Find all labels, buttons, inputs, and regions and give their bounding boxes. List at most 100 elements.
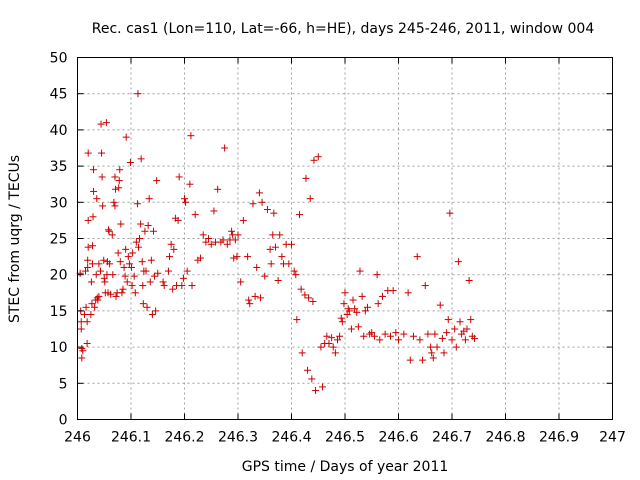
data-point: [231, 236, 239, 244]
data-point: [269, 231, 277, 239]
data-point: [122, 133, 130, 141]
data-point: [151, 272, 159, 280]
data-point: [98, 173, 106, 181]
data-point: [266, 245, 274, 253]
data-point: [253, 263, 261, 271]
data-point: [360, 332, 368, 340]
data-point: [110, 198, 118, 206]
data-point: [126, 158, 134, 166]
data-point: [351, 305, 359, 313]
data-point: [82, 267, 90, 275]
data-point: [159, 278, 167, 286]
x-axis-label: GPS time / Days of year 2011: [242, 459, 449, 475]
data-point: [84, 256, 92, 264]
y-axis-label: STEC from uqrg / TECUs: [7, 155, 23, 323]
data-point: [249, 200, 257, 208]
x-tick-label: 247: [599, 430, 626, 446]
data-point: [84, 243, 92, 251]
data-point: [376, 336, 384, 344]
data-point: [451, 325, 459, 333]
data-point: [95, 292, 103, 300]
y-tick-label: 20: [50, 268, 68, 284]
data-point: [84, 149, 92, 157]
data-point: [88, 300, 96, 308]
data-point: [105, 226, 113, 234]
y-tick-label: 25: [50, 232, 68, 248]
data-point: [131, 289, 139, 297]
data-point: [97, 267, 105, 275]
data-point: [169, 285, 177, 293]
data-point: [90, 187, 98, 195]
data-point: [133, 200, 141, 208]
data-point: [183, 267, 191, 275]
data-point: [404, 289, 412, 297]
data-point: [84, 216, 92, 224]
y-tick-label: 45: [50, 87, 68, 103]
data-point: [94, 296, 102, 304]
x-tick-label: 246.2: [164, 430, 204, 446]
data-point: [267, 260, 275, 268]
data-point: [167, 240, 175, 248]
data-point: [153, 177, 161, 185]
data-point: [207, 240, 215, 248]
data-point: [306, 195, 314, 203]
data-point: [444, 316, 452, 324]
data-point: [446, 209, 454, 217]
data-point: [337, 314, 345, 322]
data-point: [245, 296, 253, 304]
data-point: [105, 227, 113, 235]
data-point: [261, 272, 269, 280]
data-point: [349, 296, 357, 304]
data-point: [233, 253, 241, 261]
x-tick-label: 246.7: [432, 430, 472, 446]
data-point: [111, 202, 119, 210]
data-point: [347, 325, 355, 333]
data-point: [353, 308, 361, 316]
data-point: [312, 387, 320, 395]
data-point: [97, 120, 105, 128]
data-point: [343, 311, 351, 319]
data-point: [103, 271, 111, 279]
y-tick-label: 0: [59, 413, 68, 429]
data-point: [160, 282, 168, 290]
data-point: [100, 256, 108, 264]
data-point: [443, 329, 451, 337]
data-point: [292, 271, 300, 279]
data-point: [100, 274, 108, 282]
y-tick-label: 10: [50, 340, 68, 356]
data-point: [270, 209, 278, 217]
data-point: [152, 307, 160, 315]
data-point: [314, 153, 322, 161]
x-tick-label: 246.5: [325, 430, 365, 446]
data-point: [239, 216, 247, 224]
data-point: [256, 294, 264, 302]
data-point: [363, 303, 371, 311]
data-point: [323, 332, 331, 340]
data-point: [429, 354, 437, 362]
data-point: [188, 282, 196, 290]
data-point: [205, 235, 213, 242]
data-point: [164, 267, 172, 275]
data-point: [146, 278, 154, 286]
data-point: [454, 258, 462, 266]
data-point: [154, 269, 162, 277]
data-point: [107, 290, 115, 298]
y-tick-label: 5: [59, 376, 68, 392]
data-point: [345, 307, 353, 315]
data-point: [452, 343, 460, 351]
data-point: [124, 253, 132, 261]
data-point: [181, 195, 188, 203]
data-point: [87, 311, 95, 319]
data-point: [258, 198, 266, 206]
data-points: [76, 90, 478, 395]
data-point: [297, 285, 305, 293]
data-point: [119, 285, 127, 293]
data-point: [274, 276, 282, 284]
data-point: [413, 253, 421, 261]
data-point: [358, 292, 366, 300]
x-tick-label: 246.6: [378, 430, 418, 446]
data-point: [373, 271, 381, 279]
data-point: [166, 253, 174, 261]
data-point: [128, 263, 136, 271]
data-point: [223, 240, 231, 248]
